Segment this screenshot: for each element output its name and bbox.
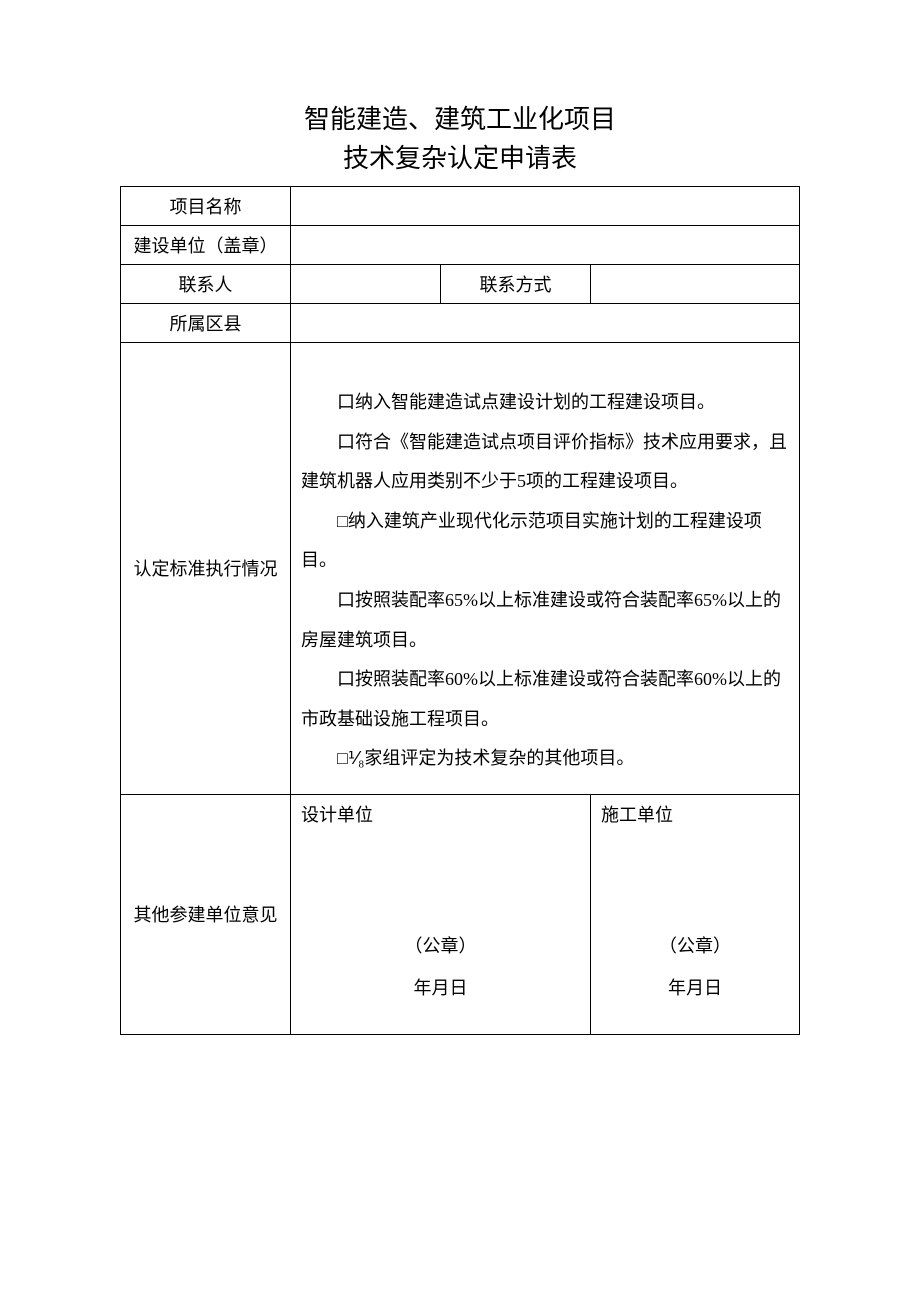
application-form-table: 项目名称 建设单位（盖章） 联系人 联系方式 所属区县 认定标准执行情况 口纳入… xyxy=(120,186,800,1035)
criteria-item-2[interactable]: 口符合《智能建造试点项目评价指标》技术应用要求，且建筑机器人应用类别不少于5项的… xyxy=(301,423,789,502)
criteria-item-3[interactable]: □纳入建筑产业现代化示范项目实施计划的工程建设项目。 xyxy=(301,502,789,581)
criteria-item-1[interactable]: 口纳入智能建造试点建设计划的工程建设项目。 xyxy=(301,383,789,423)
label-contact-person: 联系人 xyxy=(121,265,291,304)
row-construction-unit: 建设单位（盖章） xyxy=(121,226,800,265)
criteria-item-4[interactable]: 口按照装配率65%以上标准建设或符合装配率65%以上的房屋建筑项目。 xyxy=(301,581,789,660)
title-line-2: 技术复杂认定申请表 xyxy=(120,139,800,178)
criteria-item-6[interactable]: □⅟₈家组评定为技术复杂的其他项目。 xyxy=(301,739,789,779)
construction-company-footer: （公章） 年月日 xyxy=(591,926,799,1009)
construction-seal-text: （公章） xyxy=(591,926,799,967)
row-criteria: 认定标准执行情况 口纳入智能建造试点建设计划的工程建设项目。 口符合《智能建造试… xyxy=(121,343,800,795)
design-unit-footer: （公章） 年月日 xyxy=(291,926,590,1009)
criteria-content: 口纳入智能建造试点建设计划的工程建设项目。 口符合《智能建造试点项目评价指标》技… xyxy=(291,343,800,795)
value-district[interactable] xyxy=(291,304,800,343)
label-contact-method: 联系方式 xyxy=(441,265,591,304)
label-construction-unit: 建设单位（盖章） xyxy=(121,226,291,265)
label-other-units-opinion: 其他参建单位意见 xyxy=(121,794,291,1034)
design-date-text: 年月日 xyxy=(291,968,590,1009)
design-unit-header: 设计单位 xyxy=(301,801,580,827)
row-district: 所属区县 xyxy=(121,304,800,343)
title-line-1: 智能建造、建筑工业化项目 xyxy=(120,100,800,139)
label-project-name: 项目名称 xyxy=(121,187,291,226)
value-contact-person[interactable] xyxy=(291,265,441,304)
document-title: 智能建造、建筑工业化项目 技术复杂认定申请表 xyxy=(120,100,800,178)
design-unit-opinion: 设计单位 （公章） 年月日 xyxy=(291,794,591,1034)
criteria-item-5[interactable]: 口按照装配率60%以上标准建设或符合装配率60%以上的市政基础设施工程项目。 xyxy=(301,660,789,739)
design-seal-text: （公章） xyxy=(291,926,590,967)
construction-date-text: 年月日 xyxy=(591,968,799,1009)
construction-company-opinion: 施工单位 （公章） 年月日 xyxy=(591,794,800,1034)
value-project-name[interactable] xyxy=(291,187,800,226)
label-criteria-status: 认定标准执行情况 xyxy=(121,343,291,795)
label-district: 所属区县 xyxy=(121,304,291,343)
construction-company-header: 施工单位 xyxy=(601,801,789,827)
value-construction-unit[interactable] xyxy=(291,226,800,265)
row-project-name: 项目名称 xyxy=(121,187,800,226)
row-opinions: 其他参建单位意见 设计单位 （公章） 年月日 施工单位 （公章） 年月日 xyxy=(121,794,800,1034)
row-contact: 联系人 联系方式 xyxy=(121,265,800,304)
value-contact-method[interactable] xyxy=(591,265,800,304)
